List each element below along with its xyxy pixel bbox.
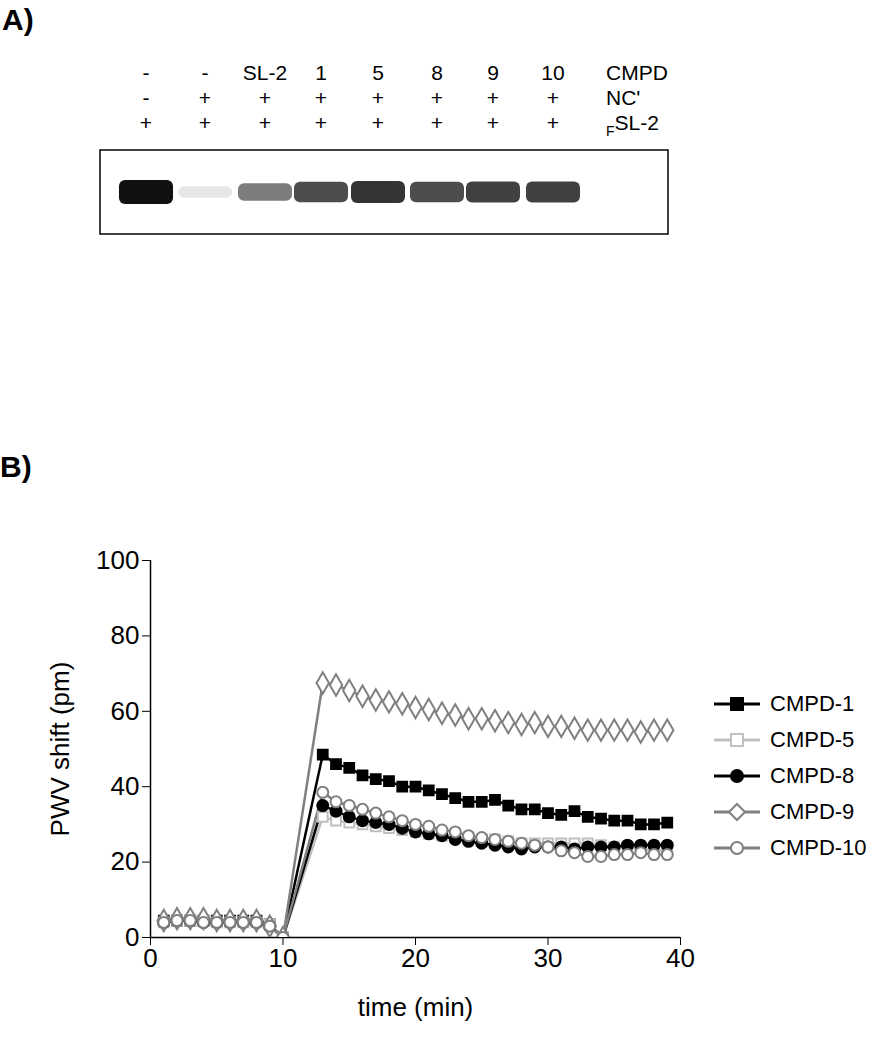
svg-text:+: +	[199, 86, 211, 109]
svg-text:30: 30	[534, 943, 563, 973]
svg-text:+: +	[199, 111, 211, 134]
svg-text:+: +	[140, 111, 152, 134]
html-text:CMPD-10: CMPD-10	[770, 835, 867, 860]
svg-text:9: 9	[487, 61, 499, 84]
html-text:B): B)	[0, 450, 32, 483]
svg-text:20: 20	[401, 943, 430, 973]
svg-text:+: +	[487, 111, 499, 134]
svg-text:20: 20	[111, 846, 140, 876]
svg-text:+: +	[259, 86, 271, 109]
svg-text:10: 10	[269, 943, 298, 973]
svg-text:40: 40	[111, 771, 140, 801]
svg-text:80: 80	[111, 620, 140, 650]
html-text:CMPD-9: CMPD-9	[770, 799, 855, 824]
svg-text:+: +	[315, 86, 327, 109]
svg-text:time (min): time (min)	[358, 992, 474, 1022]
svg-text:40: 40	[666, 943, 695, 973]
svg-text:1: 1	[315, 61, 327, 84]
svg-text:SL-2: SL-2	[243, 61, 287, 84]
svg-text:+: +	[431, 86, 443, 109]
svg-text:NC': NC'	[606, 86, 640, 109]
svg-text:+: +	[372, 111, 384, 134]
svg-text:60: 60	[111, 696, 140, 726]
svg-text:+: +	[487, 86, 499, 109]
html-text:CMPD-1: CMPD-1	[770, 691, 855, 716]
svg-text:10: 10	[541, 61, 564, 84]
svg-text:8: 8	[431, 61, 443, 84]
svg-text:0: 0	[125, 922, 139, 952]
svg-text:0: 0	[143, 943, 157, 973]
svg-text:+: +	[431, 111, 443, 134]
svg-text:-: -	[202, 61, 209, 84]
svg-text:FSL-2: FSL-2	[606, 111, 659, 139]
svg-text:-: -	[143, 61, 150, 84]
svg-text:-: -	[143, 86, 150, 109]
svg-text:+: +	[259, 111, 271, 134]
svg-text:CMPD: CMPD	[606, 61, 668, 84]
html-text:CMPD-5: CMPD-5	[770, 727, 855, 752]
svg-text:100: 100	[96, 545, 139, 575]
svg-text:5: 5	[372, 61, 384, 84]
svg-text:PWV shift (pm): PWV shift (pm)	[45, 662, 75, 837]
svg-text:A): A)	[2, 3, 34, 36]
svg-text:+: +	[315, 111, 327, 134]
html-text:CMPD-8: CMPD-8	[770, 763, 855, 788]
svg-text:+: +	[547, 86, 559, 109]
svg-text:+: +	[547, 111, 559, 134]
svg-text:+: +	[372, 86, 384, 109]
